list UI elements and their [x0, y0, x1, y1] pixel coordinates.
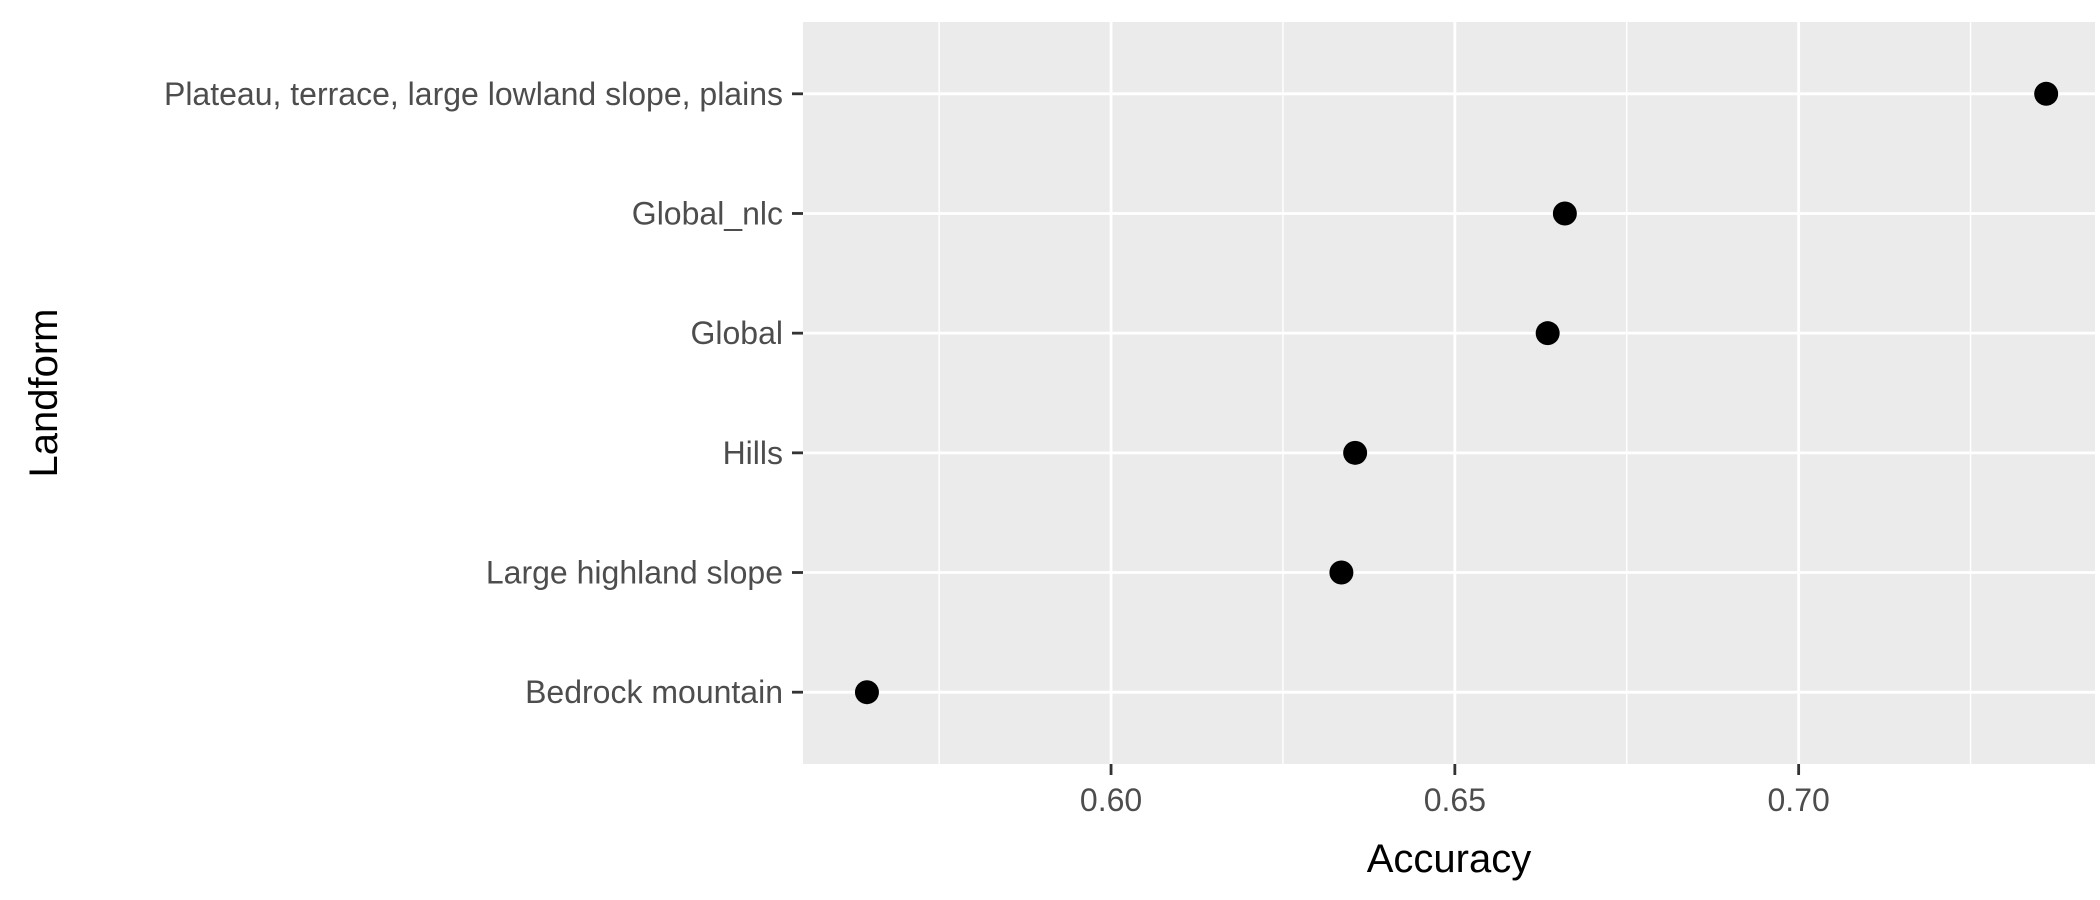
- x-axis-title: Accuracy: [1367, 837, 1532, 881]
- y-tick-label: Bedrock mountain: [525, 674, 783, 710]
- minor-gridlines: [938, 22, 1972, 764]
- data-point: [1552, 201, 1577, 226]
- y-tick-label: Large highland slope: [486, 555, 783, 591]
- data-point: [1343, 440, 1368, 465]
- x-tick-label: 0.65: [1424, 782, 1486, 818]
- x-tick-label: 0.70: [1768, 782, 1830, 818]
- x-tick-label: 0.60: [1080, 782, 1142, 818]
- y-axis-title: Landform: [22, 309, 66, 478]
- major-gridlines: [803, 22, 2095, 764]
- data-point: [1535, 321, 1560, 346]
- data-point: [2034, 81, 2059, 106]
- y-tick-label: Global_nlc: [632, 195, 783, 231]
- y-tick-label: Global: [691, 315, 784, 351]
- data-point: [854, 680, 879, 705]
- data-point: [1329, 560, 1354, 585]
- y-tick-label: Plateau, terrace, large lowland slope, p…: [164, 76, 783, 112]
- x-axis-ticks: 0.60 0.65 0.70: [1080, 764, 1830, 818]
- plot-panel: [803, 22, 2095, 764]
- y-tick-label: Hills: [723, 435, 783, 471]
- y-axis-ticks: Bedrock mountain Large highland slope Hill…: [164, 76, 803, 710]
- data-points: [854, 81, 2059, 705]
